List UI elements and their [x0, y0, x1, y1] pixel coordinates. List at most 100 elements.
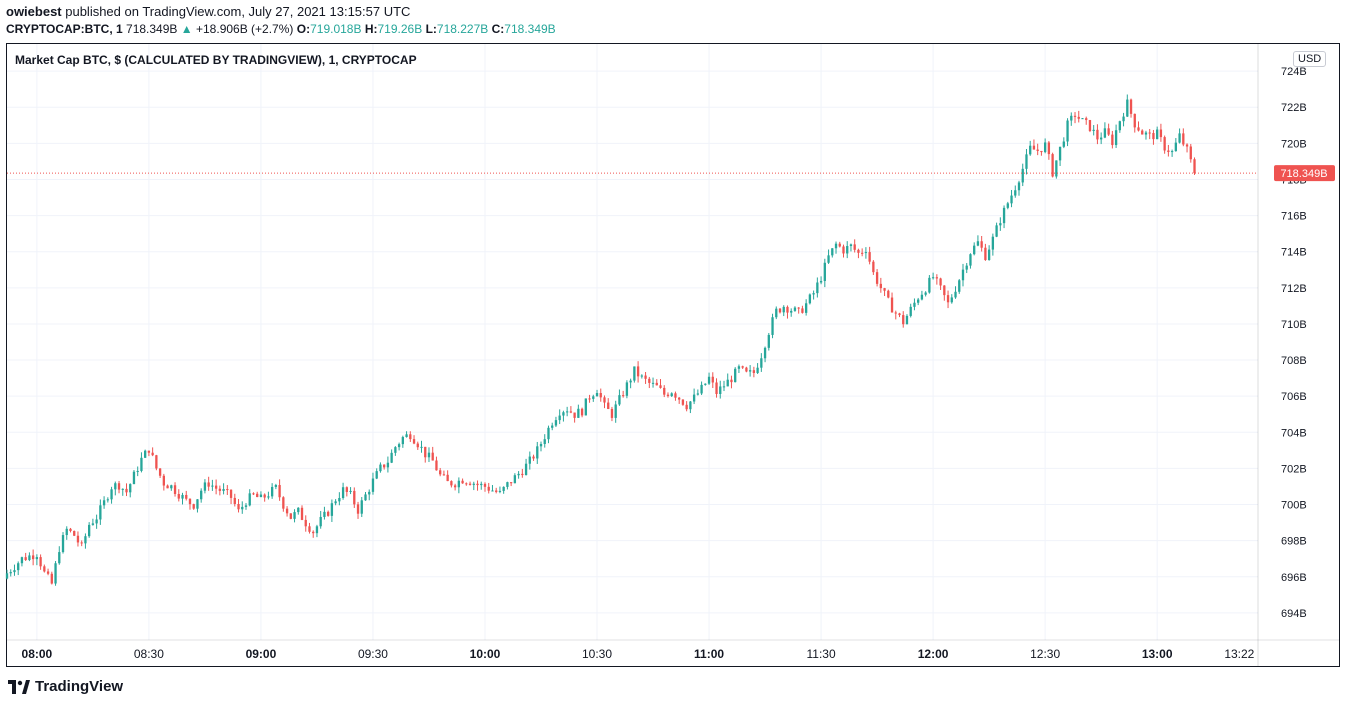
candle-up [65, 528, 68, 536]
candle-up [1010, 195, 1013, 204]
candle-down [185, 494, 188, 499]
candle-up [517, 473, 520, 476]
currency-badge[interactable]: USD [1293, 51, 1327, 67]
candle-up [924, 292, 927, 295]
candle-down [1085, 118, 1088, 121]
candle-up [181, 494, 184, 499]
candle-up [5, 573, 9, 579]
candle-down [1051, 154, 1054, 177]
candle-up [102, 500, 106, 506]
candle-down [356, 504, 360, 514]
candle-up [782, 306, 785, 313]
brand-name: TradingView [35, 678, 124, 695]
candle-down [435, 460, 438, 471]
x-tick-label: 11:30 [807, 647, 836, 661]
candle-up [539, 443, 543, 447]
candle-up [1002, 207, 1006, 224]
candle-up [551, 425, 554, 428]
x-tick-label: 13:22 [1224, 647, 1254, 661]
candle-down [898, 313, 901, 316]
last-price: 718.349B [126, 22, 178, 36]
high-label: H: [364, 22, 378, 36]
candle-down [875, 272, 879, 284]
candle-down [285, 508, 289, 514]
publish-text: published on TradingView.com, July 27, 2… [61, 4, 411, 19]
candle-down [304, 519, 307, 527]
candle-down [263, 494, 266, 498]
candle-down [659, 385, 662, 388]
candle-up [1126, 99, 1129, 117]
candle-down [229, 489, 233, 498]
candle-up [812, 293, 815, 295]
candle-down [50, 573, 53, 584]
y-tick-label: 712B [1281, 283, 1307, 295]
candle-down [416, 443, 419, 448]
candle-up [13, 570, 16, 573]
candle-down [312, 531, 315, 534]
candle-up [804, 303, 808, 313]
candle-up [950, 297, 953, 303]
candle-down [1129, 99, 1133, 114]
candle-up [790, 310, 793, 313]
candle-down [580, 408, 584, 416]
candle-up [1025, 154, 1028, 169]
candle-up [427, 452, 431, 458]
candle-up [577, 408, 580, 418]
candle-down [73, 531, 76, 536]
candle-up [819, 280, 823, 283]
candle-down [1193, 159, 1196, 174]
candle-up [513, 475, 517, 484]
candle-up [734, 368, 737, 383]
candle-up [364, 494, 367, 501]
chart-title: Market Cap BTC, $ (CALCULATED BY TRADING… [15, 53, 417, 67]
candle-up [1178, 133, 1181, 143]
candle-down [252, 493, 255, 495]
candle-up [394, 447, 397, 453]
candle-up [136, 470, 139, 472]
candle-up [931, 277, 935, 279]
candle-down [573, 412, 576, 418]
candle-down [1073, 115, 1077, 117]
candle-down [943, 285, 946, 296]
candle-up [9, 572, 12, 574]
candle-down [663, 387, 666, 395]
tradingview-brand[interactable]: TradingView [8, 678, 123, 695]
candle-up [1118, 121, 1121, 131]
candle-down [521, 473, 524, 476]
candle-up [651, 382, 655, 384]
candle-down [282, 497, 285, 509]
candle-up [375, 471, 378, 479]
y-tick-label: 724B [1281, 66, 1307, 78]
candle-up [248, 493, 251, 506]
candle-down [24, 557, 27, 561]
candle-up [991, 236, 995, 250]
candle-down [289, 513, 292, 519]
candle-up [920, 294, 924, 300]
candle-up [999, 223, 1002, 226]
candle-down [894, 312, 897, 314]
candle-up [222, 489, 225, 491]
candle-up [536, 446, 539, 459]
candle-down [980, 241, 983, 248]
candle-up [203, 482, 207, 491]
candle-up [270, 486, 274, 497]
candle-up [692, 394, 696, 402]
candle-down [1189, 146, 1192, 160]
candle-up [360, 500, 363, 514]
candle-down [326, 511, 330, 516]
y-tick-label: 722B [1281, 102, 1307, 114]
candle-up [965, 265, 968, 270]
candle-down [1141, 130, 1144, 135]
candle-up [28, 555, 31, 561]
symbol-line: CRYPTOCAP:BTC, 1 718.349B ▲ +18.906B (+2… [6, 22, 556, 36]
candle-down [1088, 120, 1092, 132]
candle-up [397, 444, 401, 448]
candle-down [1137, 127, 1140, 131]
y-tick-label: 710B [1281, 319, 1307, 331]
candle-up [565, 411, 569, 413]
x-tick-label: 13:00 [1142, 647, 1173, 661]
candle-up [849, 244, 853, 247]
candle-down [450, 481, 453, 486]
low-label: L: [425, 22, 437, 36]
